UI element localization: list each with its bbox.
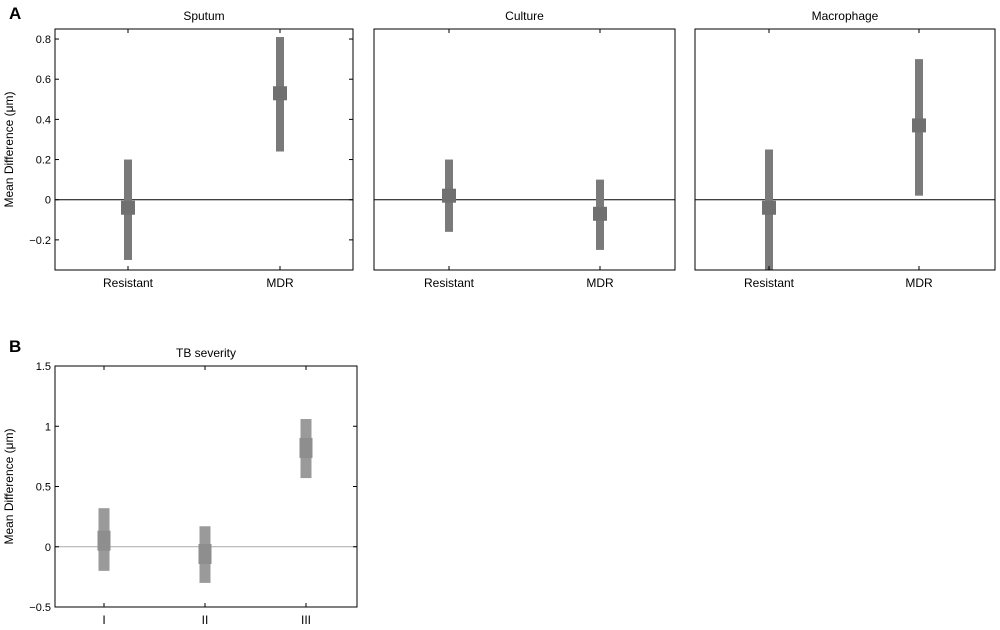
chart-0-ytick-label-1: 0 — [45, 195, 51, 207]
chart-2-plot-frame — [694, 28, 996, 271]
chart-2-category-label-1: MDR — [905, 276, 933, 290]
chart-1-mean-marker-1 — [593, 206, 607, 221]
chart-3-y-axis-label: Mean Difference (μm) — [2, 428, 16, 544]
chart-1-title: Culture — [505, 9, 544, 23]
chart-3-ytick-label-0: −0.5 — [29, 602, 51, 614]
chart-1-plot-frame — [373, 28, 676, 271]
chart-0-title: Sputum — [183, 9, 224, 23]
chart-3-plot-frame — [54, 365, 358, 608]
chart-3-category-label-0: I — [102, 613, 105, 627]
chart-3-title: TB severity — [176, 346, 236, 360]
chart-0-ytick-label-2: 0.2 — [36, 155, 51, 167]
chart-3-ytick-label-4: 1.5 — [36, 361, 51, 373]
chart-2-title: Macrophage — [812, 9, 879, 23]
chart-3-mean-marker-2 — [299, 437, 313, 458]
panel-letter-b: B — [9, 337, 21, 356]
chart-1-category-label-1: MDR — [586, 276, 614, 290]
chart-2-mean-marker-0 — [762, 200, 776, 215]
chart-0-ytick-label-3: 0.4 — [36, 114, 51, 126]
panel-letter-a: A — [9, 4, 21, 23]
chart-3-ytick-label-3: 1 — [45, 421, 51, 433]
chart-1-mean-marker-0 — [442, 188, 456, 203]
chart-0-category-label-1: MDR — [266, 276, 294, 290]
chart-0-mean-marker-1 — [273, 86, 287, 101]
chart-3-mean-marker-0 — [97, 530, 111, 551]
chart-3-category-label-1: II — [202, 613, 209, 627]
chart-0-category-label-0: Resistant — [103, 276, 154, 290]
chart-3-category-label-2: III — [301, 613, 311, 627]
chart-0-ytick-label-0: −0.2 — [29, 235, 51, 247]
chart-0-y-axis-label: Mean Difference (μm) — [2, 91, 16, 207]
chart-3-ytick-label-2: 0.5 — [36, 482, 51, 494]
chart-0-mean-marker-0 — [121, 200, 135, 215]
chart-3-mean-marker-1 — [198, 543, 212, 564]
chart-2-category-label-0: Resistant — [744, 276, 795, 290]
chart-0-ytick-label-4: 0.6 — [36, 74, 51, 86]
chart-1-category-label-0: Resistant — [424, 276, 475, 290]
chart-2-mean-marker-1 — [912, 118, 926, 133]
chart-0-ytick-label-5: 0.8 — [36, 34, 51, 46]
chart-0-plot-frame — [54, 28, 354, 271]
chart-3-ytick-label-1: 0 — [45, 542, 51, 554]
